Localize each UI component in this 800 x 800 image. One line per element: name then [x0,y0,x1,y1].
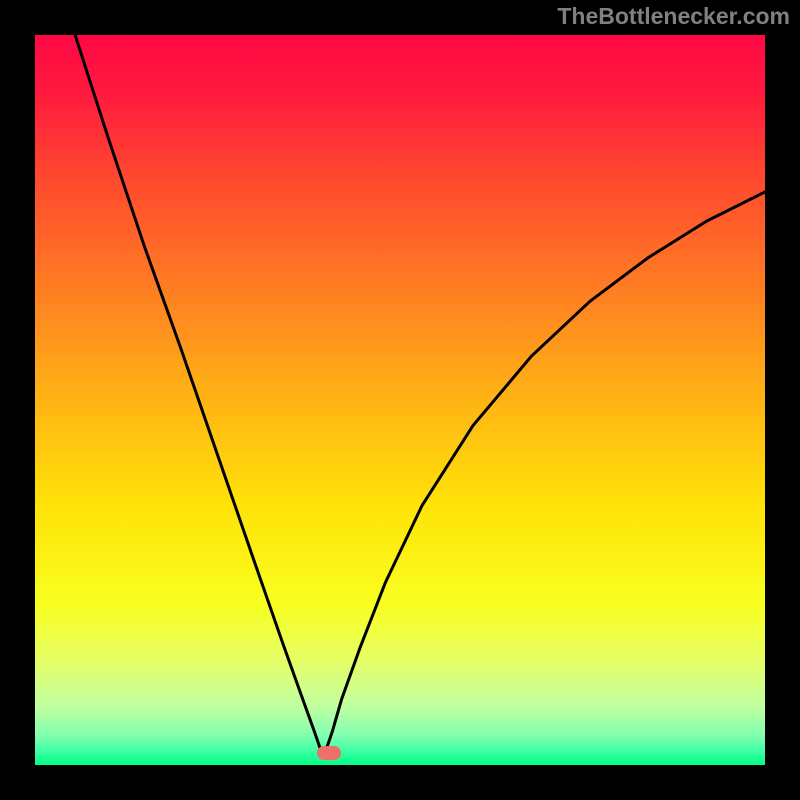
plot-area [35,35,765,765]
curve-svg [35,35,765,765]
watermark-label: TheBottlenecker.com [557,3,790,30]
vertex-marker [317,746,341,760]
chart-container: TheBottlenecker.com [0,0,800,800]
